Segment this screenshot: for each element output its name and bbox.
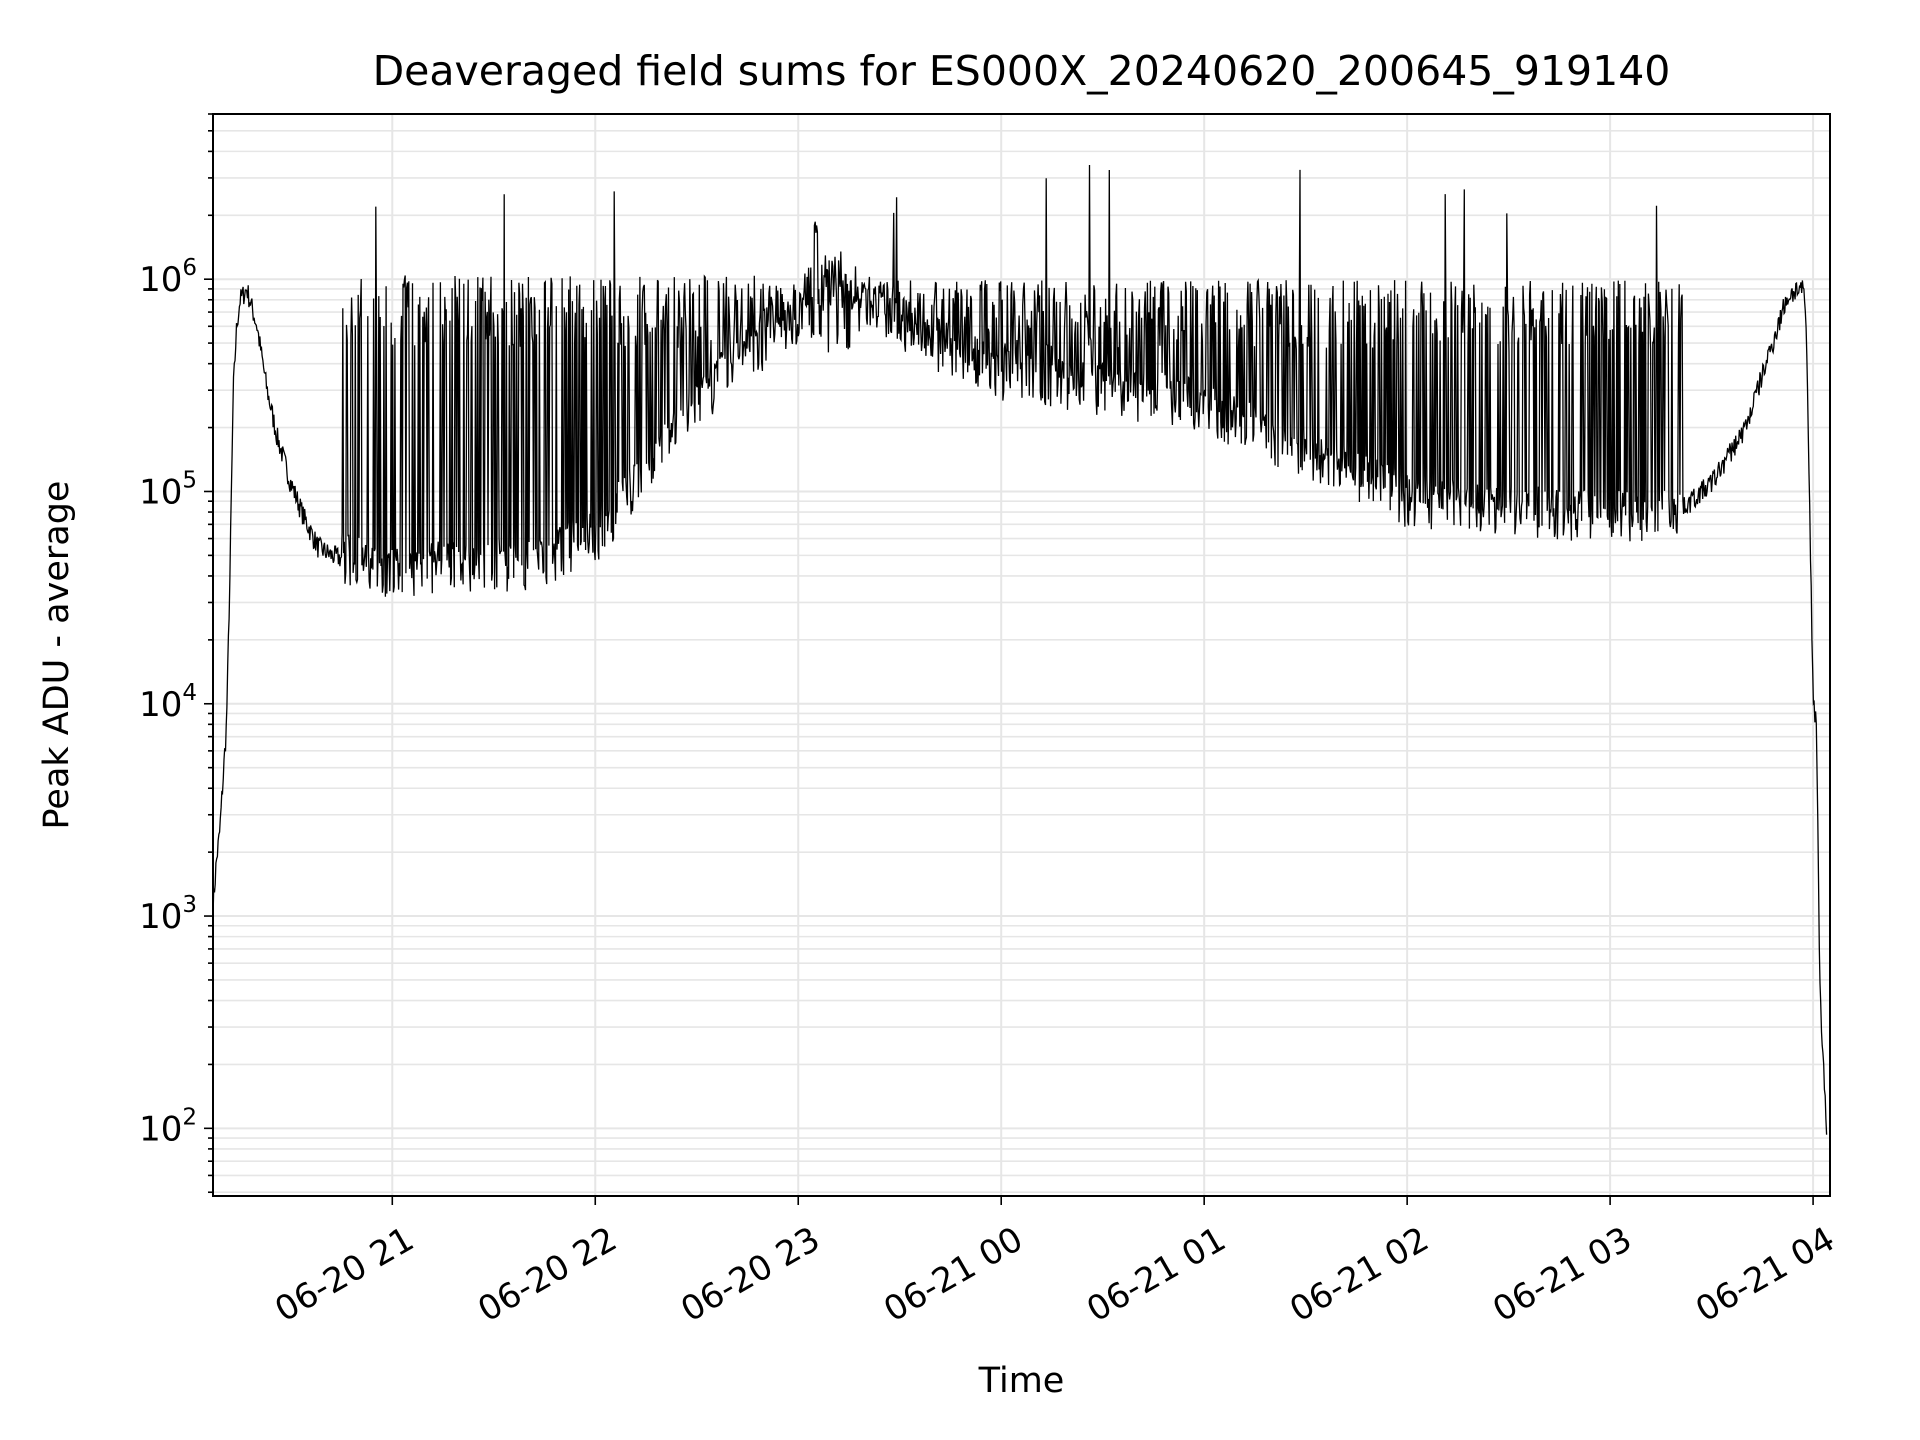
x-tick-label: 06-20 21 xyxy=(268,1219,420,1330)
y-tick-label: 105 xyxy=(139,467,197,512)
x-tick-label: 06-20 23 xyxy=(674,1219,826,1330)
y-tick-label: 104 xyxy=(139,680,197,725)
y-tick-label: 103 xyxy=(139,892,197,937)
x-tick-label: 06-21 01 xyxy=(1080,1219,1232,1330)
x-tick-label: 06-21 04 xyxy=(1689,1219,1841,1330)
series-line xyxy=(212,164,1828,1135)
x-axis-label: Time xyxy=(978,1361,1065,1401)
x-tick-label: 06-20 22 xyxy=(471,1219,623,1330)
plot-frame xyxy=(212,113,1831,1197)
x-tick-label: 06-21 03 xyxy=(1486,1219,1638,1330)
chart-title: Deaveraged field sums for ES000X_2024062… xyxy=(373,47,1671,95)
y-axis-label: Peak ADU - average xyxy=(37,481,77,830)
line-layer xyxy=(212,164,1828,1135)
y-tick-label: 106 xyxy=(139,255,197,300)
y-tick-label: 102 xyxy=(139,1104,197,1149)
x-tick-label: 06-21 02 xyxy=(1283,1219,1435,1330)
x-tick-label: 06-21 00 xyxy=(877,1219,1029,1330)
